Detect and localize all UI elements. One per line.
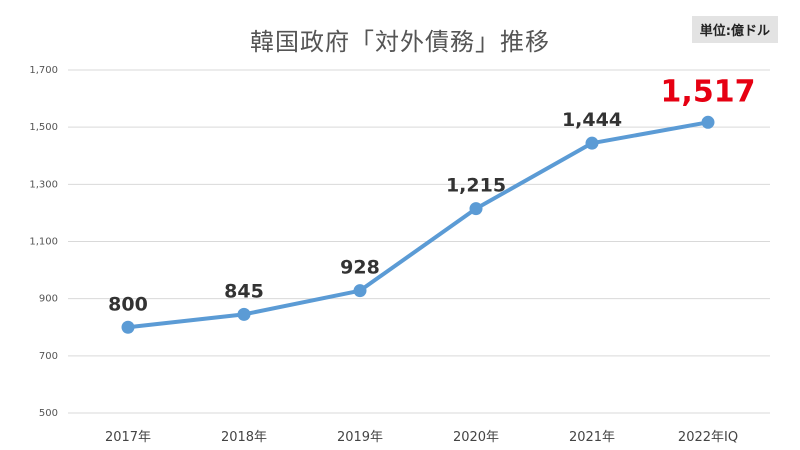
data-label: 1,444 [562, 109, 622, 131]
data-label: 800 [108, 293, 148, 315]
y-tick-label: 700 [39, 351, 58, 362]
x-tick-label: 2020年 [453, 430, 499, 445]
x-tick-label: 2019年 [337, 430, 383, 445]
data-point [237, 307, 251, 321]
y-tick-label: 1,700 [29, 65, 58, 76]
data-point [121, 320, 135, 334]
data-point [585, 136, 599, 150]
unit-badge: 単位:億ドル [691, 16, 778, 43]
data-label: 845 [224, 280, 264, 302]
data-point [469, 202, 483, 216]
y-tick-label: 500 [39, 408, 58, 419]
x-tick-label: 2018年 [221, 430, 267, 445]
y-tick-label: 900 [39, 294, 58, 305]
data-point [353, 284, 367, 298]
markers [121, 115, 715, 334]
data-label: 928 [340, 257, 380, 279]
data-label-highlight: 1,517 [661, 74, 756, 109]
data-point [701, 115, 715, 129]
gridlines [68, 69, 770, 414]
y-tick-label: 1,100 [29, 237, 58, 248]
x-tick-label: 2022年IQ [678, 430, 738, 445]
x-tick-label: 2021年 [569, 430, 615, 445]
y-tick-label: 1,300 [29, 179, 58, 190]
x-tick-label: 2017年 [105, 430, 151, 445]
data-label: 1,215 [446, 175, 506, 197]
y-axis-ticks: 500 700 900 1,100 1,300 1,500 1,700 [29, 65, 58, 419]
series-line-group [126, 120, 710, 330]
chart-title: 韓国政府「対外債務」推移 [250, 28, 550, 56]
x-axis-ticks: 2017年 2018年 2019年 2020年 2021年 2022年IQ [105, 430, 738, 445]
data-labels: 800 845 928 1,215 1,444 1,517 [108, 74, 755, 315]
series-line [126, 120, 710, 330]
y-tick-label: 1,500 [29, 122, 58, 133]
